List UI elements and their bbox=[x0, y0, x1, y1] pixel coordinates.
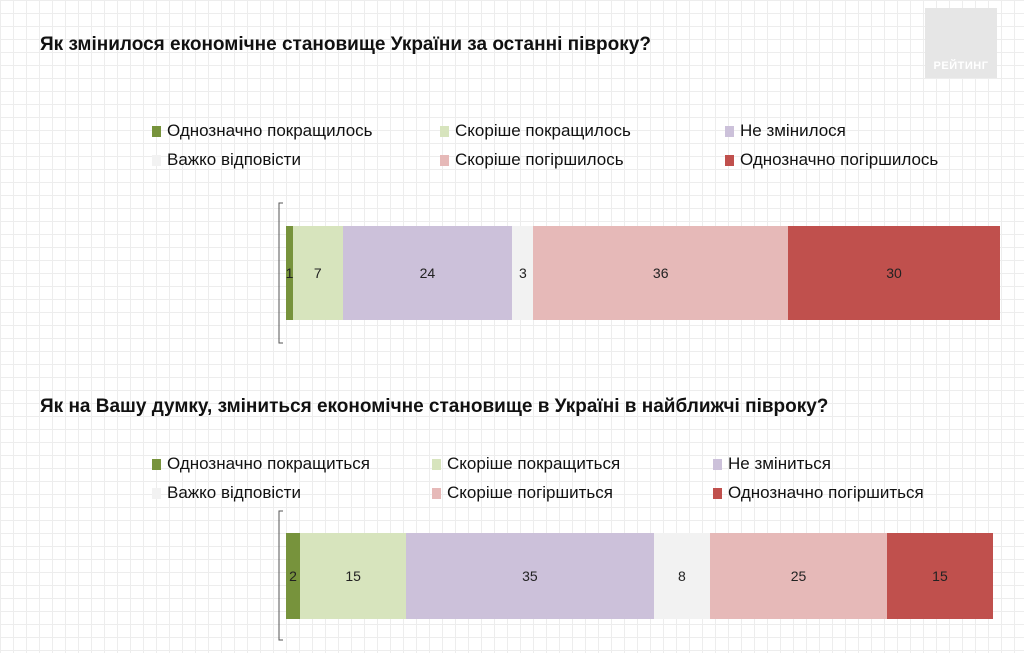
bar-segment-no-change: 35 bbox=[406, 533, 654, 619]
data-label: 8 bbox=[678, 568, 686, 584]
legend-swatch bbox=[432, 487, 441, 499]
legend-swatch bbox=[152, 458, 161, 470]
legend-swatch bbox=[713, 458, 722, 470]
legend-swatch bbox=[152, 154, 161, 166]
data-label: 30 bbox=[886, 265, 902, 281]
axis-line bbox=[278, 510, 283, 641]
bar-segment-rather-better: 7 bbox=[293, 226, 343, 320]
chart-title: Як змінилося економічне становище Україн… bbox=[40, 34, 651, 55]
data-label: 35 bbox=[522, 568, 538, 584]
data-label: 25 bbox=[790, 568, 807, 584]
bar-segment-hard-to-say: 8 bbox=[653, 533, 711, 619]
chart-past-six-months: Як змінилося економічне становище Україн… bbox=[40, 34, 1001, 344]
legend-label: Скоріше покращиться bbox=[447, 454, 621, 473]
data-label: 36 bbox=[652, 265, 669, 281]
legend-item-definitely-better: Однозначно покращиться bbox=[152, 454, 370, 474]
legend-label: Не змінилося bbox=[740, 121, 846, 140]
legend-label: Скоріше погіршилось bbox=[455, 150, 624, 169]
legend-item-definitely-better: Однозначно покращилось bbox=[152, 121, 373, 141]
bar-segment-definitely-worse: 30 bbox=[787, 226, 1001, 320]
legend-item-definitely-worse: Однозначно погіршилось bbox=[725, 150, 938, 170]
legend-label: Скоріше покращилось bbox=[455, 121, 631, 140]
legend-label: Однозначно покращиться bbox=[167, 454, 370, 473]
rating-logo: РЕЙТИНГ bbox=[925, 8, 997, 78]
bar-segment-definitely-worse: 15 bbox=[886, 533, 993, 619]
legend-item-rather-better: Скоріше покращиться bbox=[432, 454, 620, 474]
data-label: 1 bbox=[285, 265, 294, 281]
bar-segment-rather-better: 15 bbox=[300, 533, 407, 619]
legend-item-hard-to-say: Важко відповісти bbox=[152, 150, 301, 170]
data-label: 3 bbox=[518, 265, 527, 281]
legend-swatch bbox=[725, 154, 734, 166]
legend-label: Не зміниться bbox=[728, 454, 831, 473]
data-label: 2 bbox=[289, 568, 297, 584]
legend-swatch bbox=[440, 125, 449, 137]
legend-label: Скоріше погіршиться bbox=[447, 483, 613, 502]
legend-item-rather-better: Скоріше покращилось bbox=[440, 121, 631, 141]
rating-logo-label: РЕЙТИНГ bbox=[933, 60, 989, 72]
legend-swatch bbox=[713, 487, 722, 499]
legend-swatch bbox=[725, 125, 734, 137]
legend-label: Важко відповісти bbox=[167, 483, 301, 502]
bar-segment-rather-worse: 36 bbox=[533, 226, 788, 320]
data-label: 15 bbox=[345, 568, 361, 584]
legend-label: Однозначно покращилось bbox=[167, 121, 373, 140]
legend-item-rather-worse: Скоріше погіршилось bbox=[440, 150, 624, 170]
legend-swatch bbox=[440, 154, 449, 166]
legend-swatch bbox=[152, 487, 161, 499]
legend-item-no-change: Не змінилося bbox=[725, 121, 846, 141]
chart-title: Як на Вашу думку, зміниться економічне с… bbox=[40, 396, 829, 417]
legend-swatch bbox=[152, 125, 161, 137]
legend-item-hard-to-say: Важко відповісти bbox=[152, 483, 301, 503]
bar-segment-definitely-better: 1 bbox=[286, 226, 293, 320]
bar-segment-definitely-better: 2 bbox=[286, 533, 301, 619]
legend-item-definitely-worse: Однозначно погіршиться bbox=[713, 483, 924, 503]
axis-line bbox=[278, 202, 283, 344]
legend-item-no-change: Не зміниться bbox=[713, 454, 831, 474]
bar-segment-rather-worse: 25 bbox=[710, 533, 887, 619]
legend-label: Однозначно погіршилось bbox=[740, 150, 939, 169]
bar-segment-no-change: 24 bbox=[342, 226, 513, 320]
legend-label: Важко відповісти bbox=[167, 150, 301, 169]
data-label: 7 bbox=[313, 265, 322, 281]
bar-segment-hard-to-say: 3 bbox=[512, 226, 534, 320]
legend-label: Однозначно погіршиться bbox=[728, 483, 924, 502]
legend-swatch bbox=[432, 458, 441, 470]
data-label: 24 bbox=[419, 265, 436, 281]
legend-item-rather-worse: Скоріше погіршиться bbox=[432, 483, 613, 503]
data-label: 15 bbox=[932, 568, 948, 584]
